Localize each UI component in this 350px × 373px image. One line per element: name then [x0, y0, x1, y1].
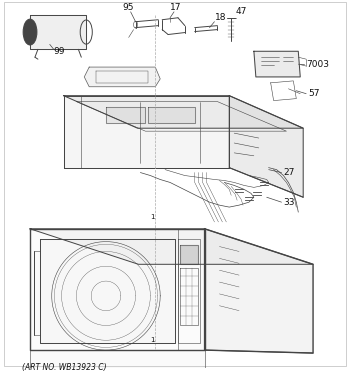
Polygon shape	[254, 51, 300, 77]
Polygon shape	[205, 229, 313, 353]
Text: 47: 47	[235, 7, 246, 16]
Text: 33: 33	[284, 198, 295, 207]
Polygon shape	[180, 245, 198, 264]
Polygon shape	[30, 15, 86, 49]
Text: 1: 1	[150, 214, 155, 220]
Polygon shape	[40, 239, 175, 343]
Text: 1: 1	[150, 337, 155, 343]
Polygon shape	[30, 350, 205, 368]
Polygon shape	[148, 107, 195, 123]
Text: 57: 57	[308, 89, 320, 98]
Polygon shape	[64, 95, 229, 167]
Text: 27: 27	[284, 168, 295, 177]
Text: (ART NO. WB13923 C): (ART NO. WB13923 C)	[22, 363, 107, 372]
Polygon shape	[64, 95, 303, 128]
Polygon shape	[229, 95, 303, 197]
Polygon shape	[30, 229, 205, 350]
Text: 17: 17	[170, 3, 182, 12]
Text: 99: 99	[54, 47, 65, 56]
Polygon shape	[106, 107, 145, 123]
Polygon shape	[30, 229, 313, 264]
Text: 7003: 7003	[306, 60, 329, 69]
Ellipse shape	[23, 19, 37, 45]
Polygon shape	[84, 67, 160, 87]
Text: 95: 95	[123, 3, 134, 12]
Text: 18: 18	[216, 13, 227, 22]
